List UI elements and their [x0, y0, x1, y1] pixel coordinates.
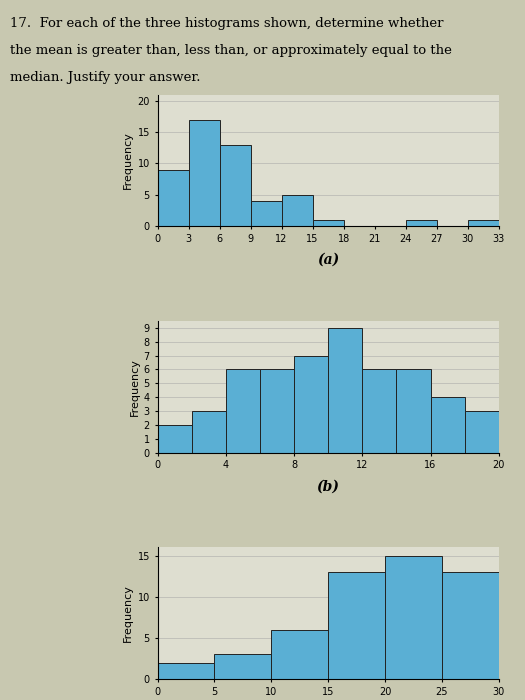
- Bar: [192, 411, 226, 453]
- Text: the mean is greater than, less than, or approximately equal to the: the mean is greater than, less than, or …: [10, 44, 453, 57]
- Bar: [499, 425, 525, 453]
- Text: (a): (a): [317, 253, 339, 267]
- Text: 17.  For each of the three histograms shown, determine whether: 17. For each of the three histograms sho…: [10, 18, 444, 31]
- Bar: [250, 201, 281, 226]
- Bar: [430, 397, 465, 453]
- Bar: [362, 370, 396, 453]
- Y-axis label: Frequency: Frequency: [130, 358, 140, 416]
- Bar: [465, 411, 499, 453]
- Text: (b): (b): [317, 480, 340, 494]
- Bar: [385, 556, 442, 679]
- Bar: [281, 195, 312, 226]
- Bar: [294, 356, 328, 453]
- Bar: [271, 629, 328, 679]
- Bar: [214, 654, 271, 679]
- Bar: [468, 220, 499, 226]
- Text: median. Justify your answer.: median. Justify your answer.: [10, 71, 201, 84]
- Bar: [219, 145, 250, 226]
- Bar: [406, 220, 437, 226]
- Bar: [226, 370, 260, 453]
- Bar: [158, 169, 188, 226]
- Bar: [396, 370, 430, 453]
- Bar: [260, 370, 294, 453]
- Y-axis label: Frequency: Frequency: [123, 132, 133, 189]
- Bar: [188, 120, 219, 226]
- Bar: [442, 572, 499, 679]
- Y-axis label: Frequency: Frequency: [123, 584, 133, 642]
- Bar: [312, 220, 344, 226]
- Bar: [158, 662, 214, 679]
- Bar: [328, 328, 362, 453]
- Bar: [158, 425, 192, 453]
- Bar: [328, 572, 385, 679]
